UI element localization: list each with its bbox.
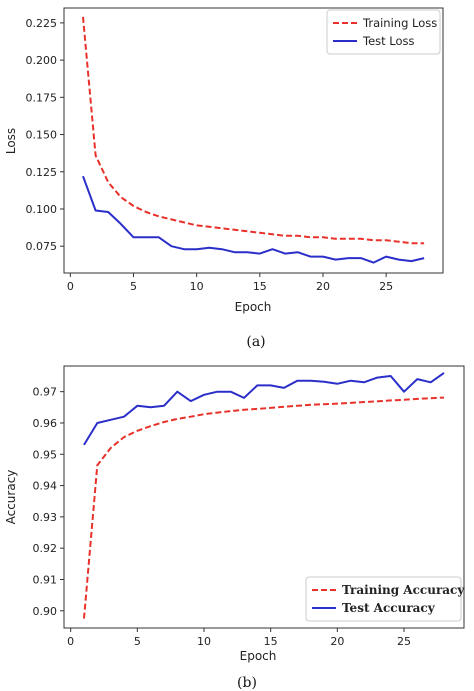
chart-b: 0.90 0.91 0.92 0.93 0.94 0.95 0.96 0.97 0 5 10 15 2… [4, 365, 465, 691]
chart-b-xtick-label: 5 [134, 635, 141, 648]
chart-a-xtick-label: 15 [253, 280, 267, 293]
chart-b-xtick-label: 15 [264, 635, 278, 648]
chart-b-ytick-label: 0.91 [33, 573, 58, 586]
chart-b-ytick-label: 0.93 [33, 511, 58, 524]
chart-b-series-test-accuracy [83, 372, 445, 446]
chart-a-ytick-label: 0.200 [26, 54, 58, 67]
chart-a-legend [326, 9, 441, 55]
chart-a-ytick-label: 0.075 [26, 240, 58, 253]
chart-b-ytick-label: 0.95 [33, 448, 58, 461]
chart-a-xtick-label: 20 [316, 280, 330, 293]
chart-a: 0.075 0.100 0.125 0.150 0.175 0.200 0.225 0 5 10… [4, 7, 444, 350]
chart-b-ytick-label: 0.94 [33, 480, 58, 493]
chart-a-ytick-label: 0.175 [26, 91, 58, 104]
chart-b-xtick-label: 10 [197, 635, 211, 648]
chart-a-xtick-label: 10 [190, 280, 204, 293]
chart-a-ytick-label: 0.225 [26, 17, 58, 30]
chart-b-ytick-label: 0.90 [33, 605, 58, 618]
chart-a-legend-label: Training Loss [362, 16, 437, 30]
chart-b-xtick-label: 20 [330, 635, 344, 648]
chart-a-ytick-label: 0.100 [26, 203, 58, 216]
chart-a-series-training-loss [82, 16, 425, 245]
chart-b-ylabel: Accuracy [4, 470, 18, 525]
chart-b-series-training-accuracy [83, 396, 445, 619]
chart-b-ytick-label: 0.96 [33, 417, 58, 430]
chart-a-caption: (a) [246, 334, 265, 350]
chart-a-xtick-label: 5 [130, 280, 137, 293]
chart-b-legend-label: Training Accuracy [342, 583, 465, 597]
chart-a-xtick-label: 0 [67, 280, 74, 293]
chart-b-legend [305, 576, 462, 622]
chart-b-caption: (b) [237, 675, 257, 691]
chart-b-xtick-label: 25 [397, 635, 411, 648]
chart-b-ytick-label: 0.97 [33, 386, 58, 399]
chart-a-ytick-label: 0.150 [26, 129, 58, 142]
chart-a-ylabel: Loss [4, 128, 18, 154]
chart-b-legend-label: Test Accuracy [342, 601, 436, 615]
chart-b-xlabel: Epoch [240, 649, 277, 663]
chart-a-xtick-label: 25 [379, 280, 393, 293]
chart-a-xlabel: Epoch [235, 300, 272, 314]
chart-a-ytick-label: 0.125 [26, 166, 58, 179]
chart-b-xtick-label: 0 [67, 635, 74, 648]
chart-a-legend-label: Test Loss [362, 34, 415, 48]
chart-b-ytick-label: 0.92 [33, 542, 58, 555]
chart-a-series-test-loss [82, 175, 425, 264]
